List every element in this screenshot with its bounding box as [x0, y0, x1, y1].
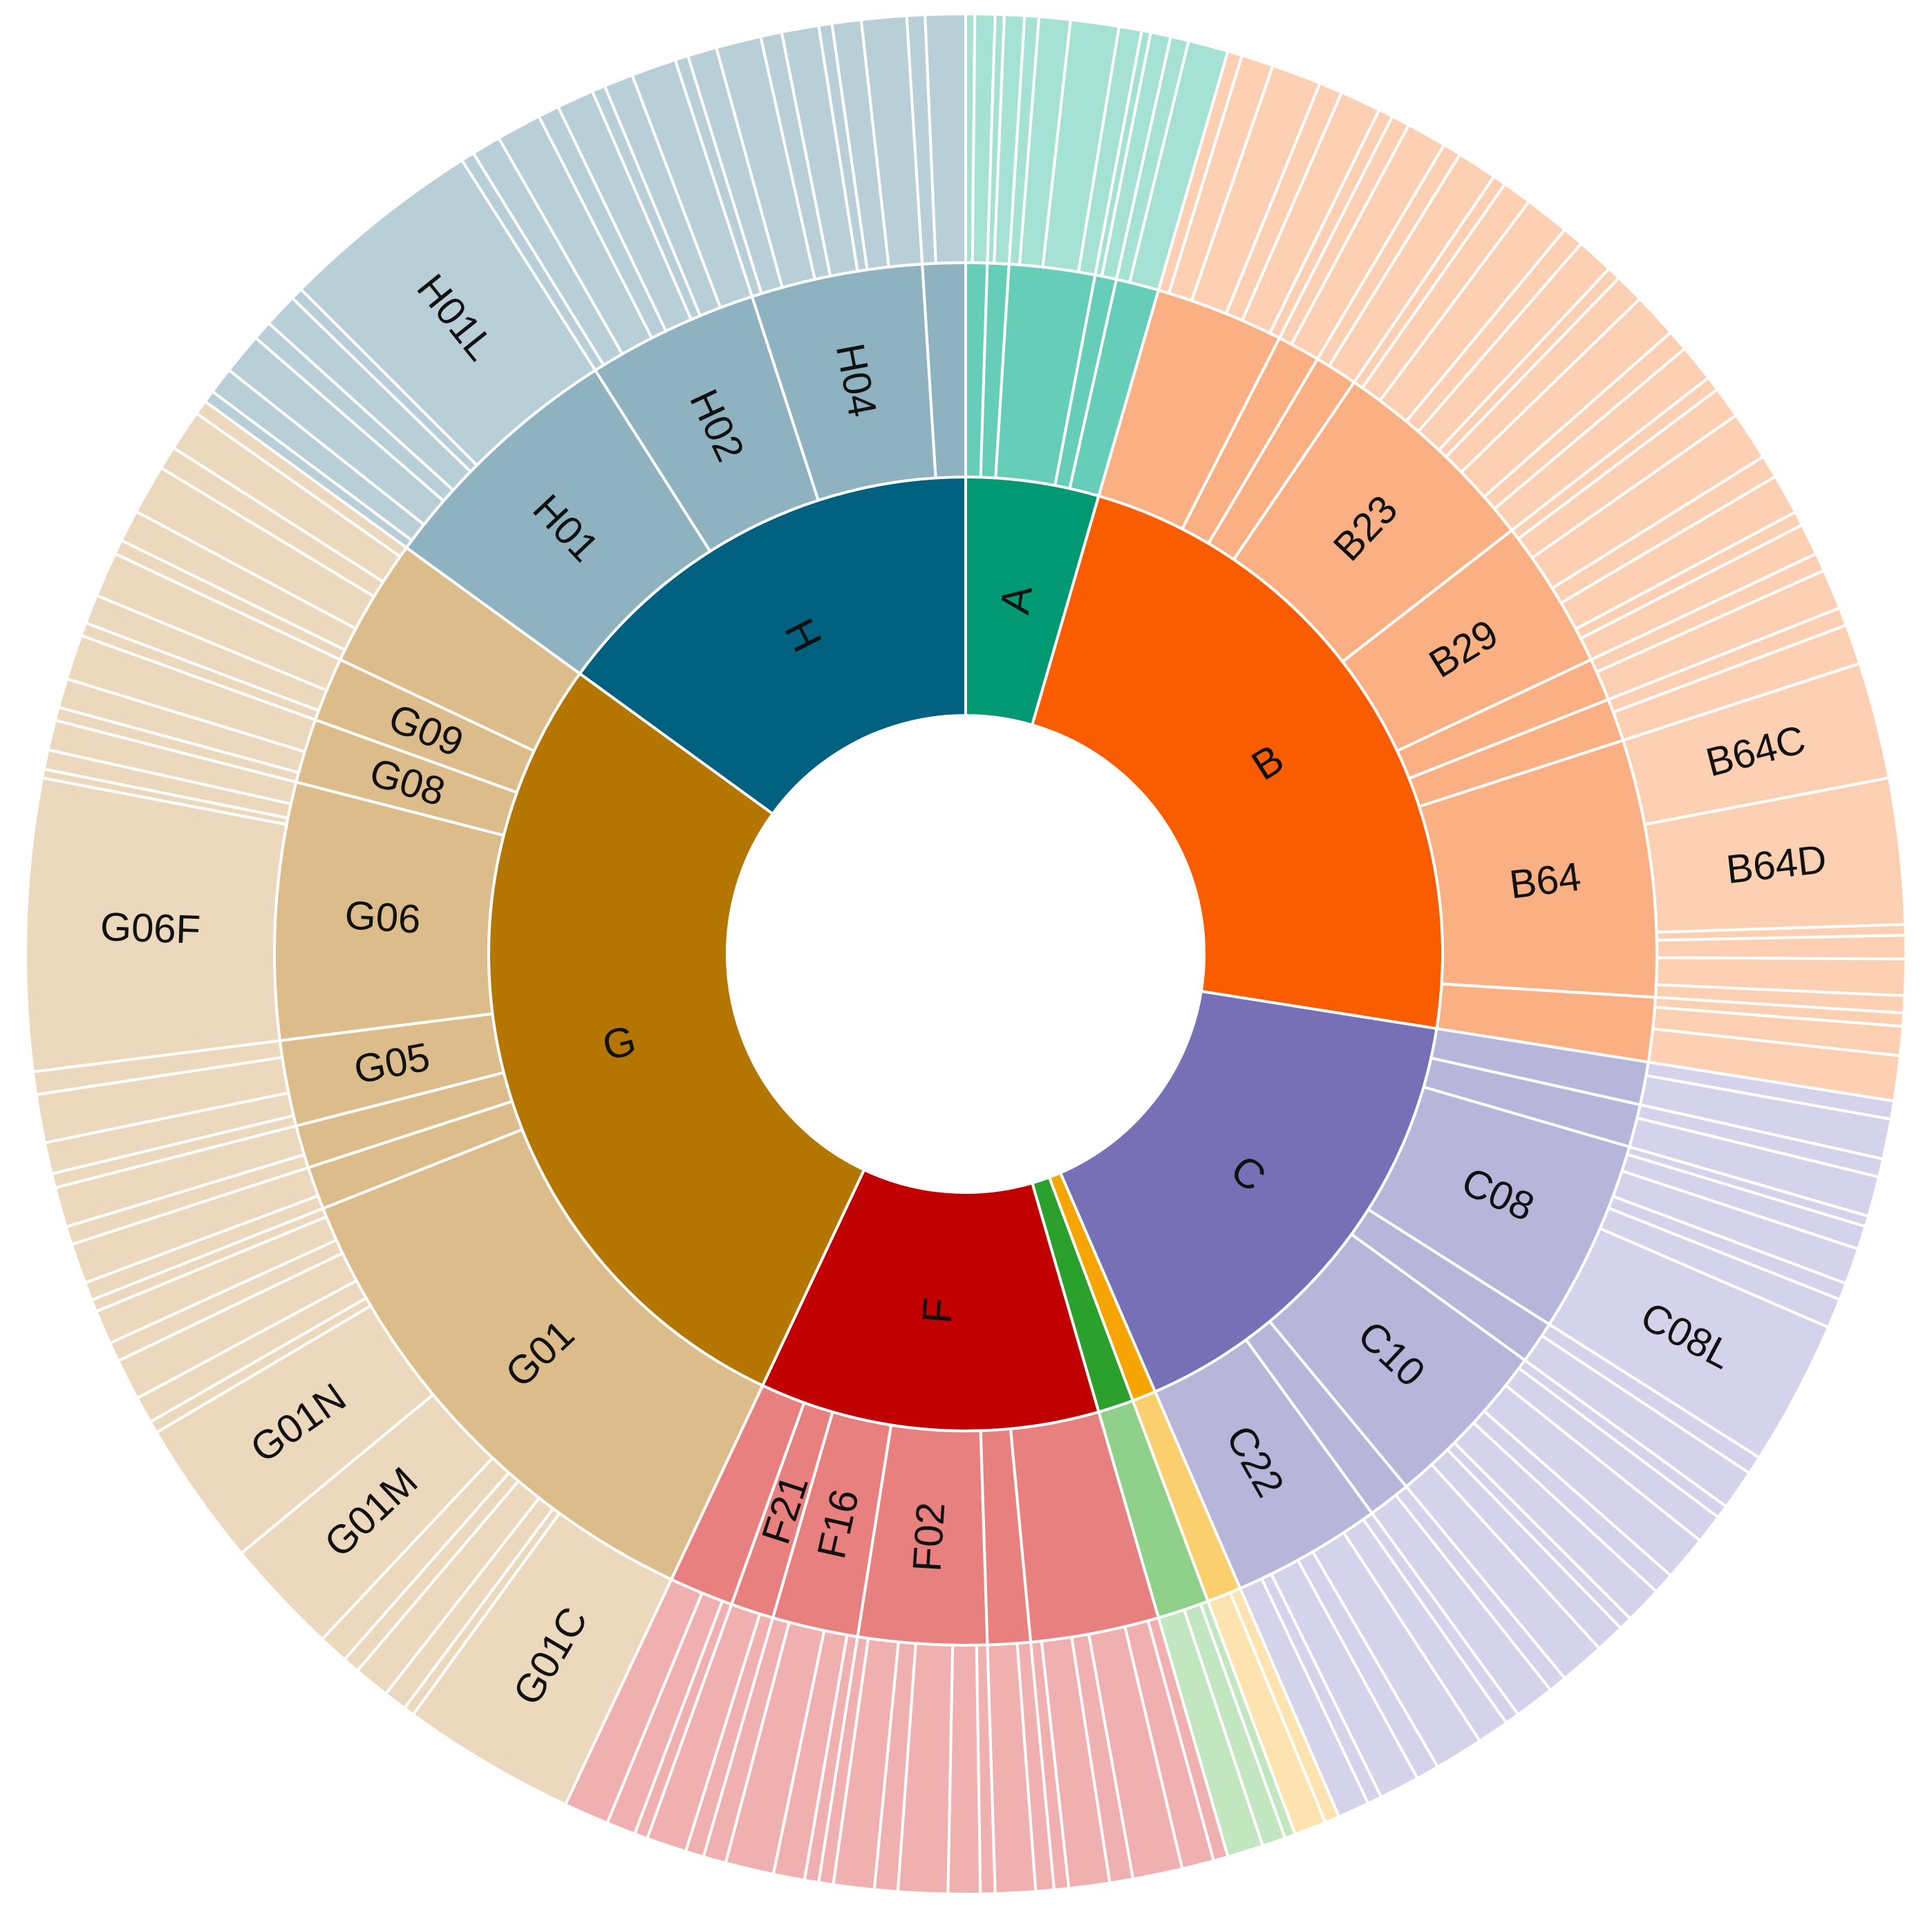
subclass-g06-label: G06: [344, 892, 422, 942]
group-h-sub-4-sliver-2: [923, 12, 967, 265]
middle-ring: [273, 261, 1658, 1647]
group-b64-grp-3-sliver-2: [1655, 933, 1907, 961]
category-a-label: A: [991, 583, 1041, 617]
subclass-f02-label: F02: [904, 1501, 953, 1573]
category-f-label: F: [914, 1296, 962, 1325]
outer-ring: [24, 12, 1907, 1895]
group-b64d-label: B64D: [1724, 836, 1828, 892]
group-g06f-label: G06F: [100, 904, 201, 953]
inner-ring: [487, 475, 1444, 1432]
subclass-b64-label: B64: [1507, 854, 1584, 907]
